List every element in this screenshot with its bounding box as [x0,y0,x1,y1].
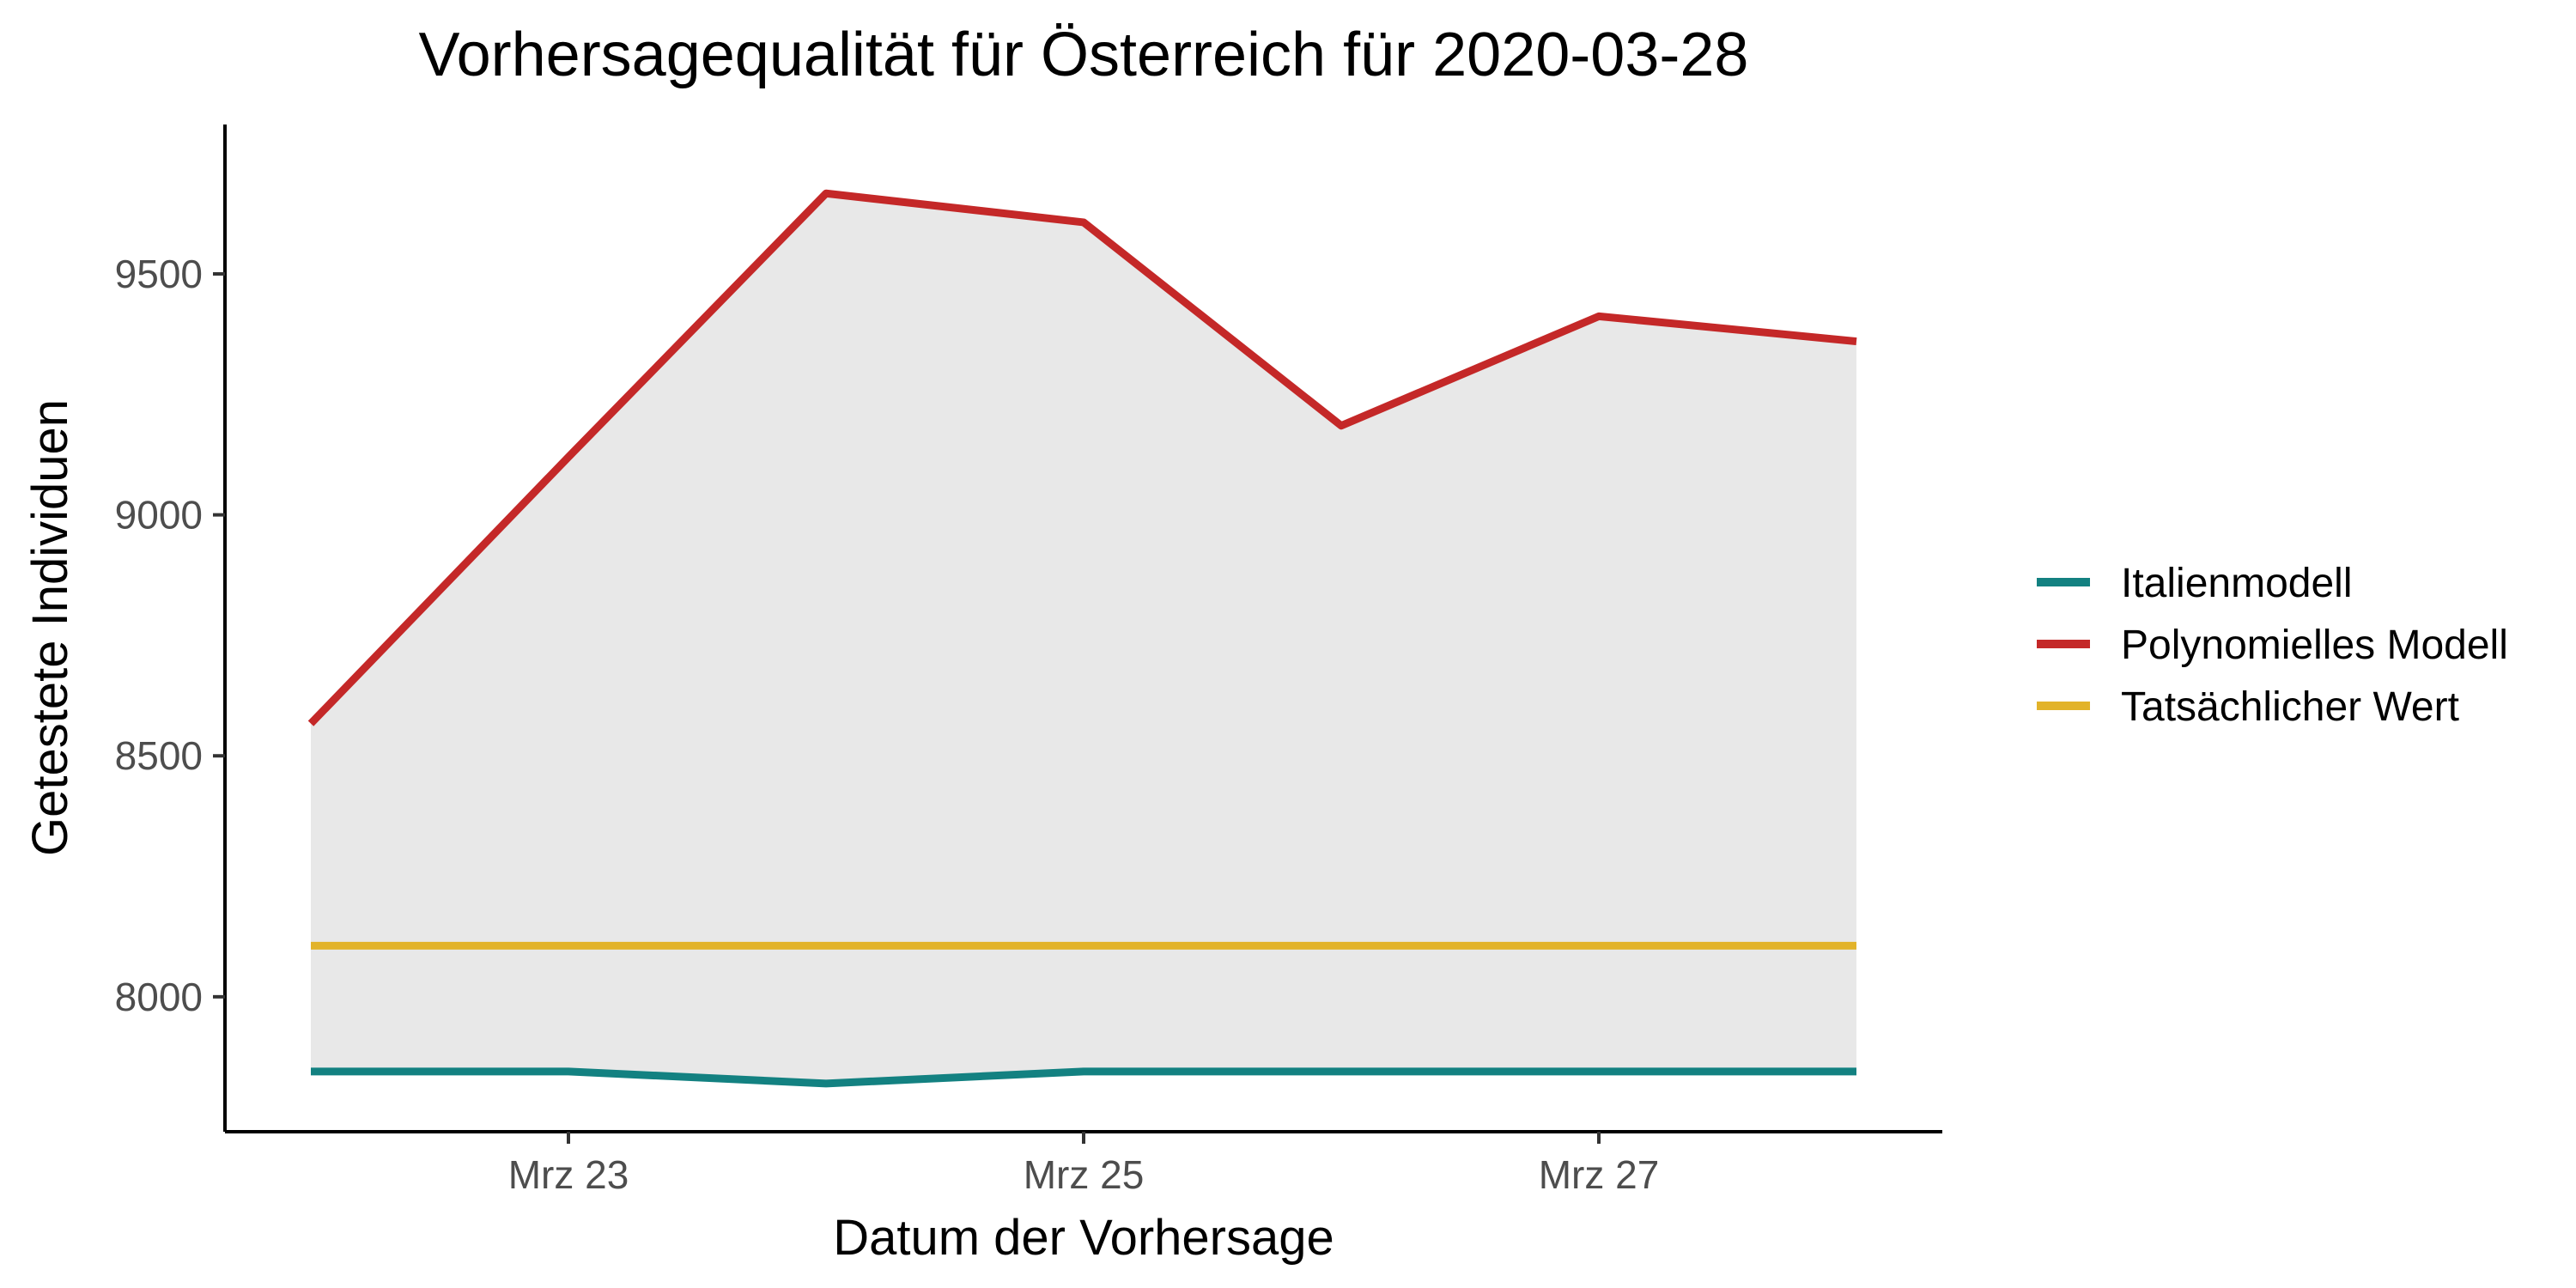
x-tick-label-2: Mrz 27 [1539,1152,1660,1197]
chart-title: Vorhersagequalität für Österreich für 20… [419,21,1749,89]
axes: 8000 8500 9000 9500 Mrz 23 Mrz 25 Mrz 27 [115,125,1942,1197]
y-tick-label-1: 8500 [115,733,203,778]
legend-label-0: Italienmodell [2121,561,2352,606]
legend-label-2: Tatsächlicher Wert [2121,684,2459,730]
series-line-0 [311,1067,1856,1088]
y-tick-label-3: 9500 [115,252,203,296]
x-axis-title: Datum der Vorhersage [833,1210,1334,1266]
y-tick-label-2: 9000 [115,493,203,538]
legend-label-1: Polynomielles Modell [2121,623,2508,668]
x-tick-label-0: Mrz 23 [508,1152,629,1197]
forecast-range-band [311,193,1856,1084]
x-tick-label-1: Mrz 25 [1024,1152,1145,1197]
y-tick-label-0: 8000 [115,975,203,1019]
legend: Italienmodell Polynomielles Modell Tatsäch… [2037,561,2508,730]
series-line-1 [307,189,1857,726]
plot-area [307,189,1857,1088]
y-axis-title: Getestete Individuen [22,399,78,856]
